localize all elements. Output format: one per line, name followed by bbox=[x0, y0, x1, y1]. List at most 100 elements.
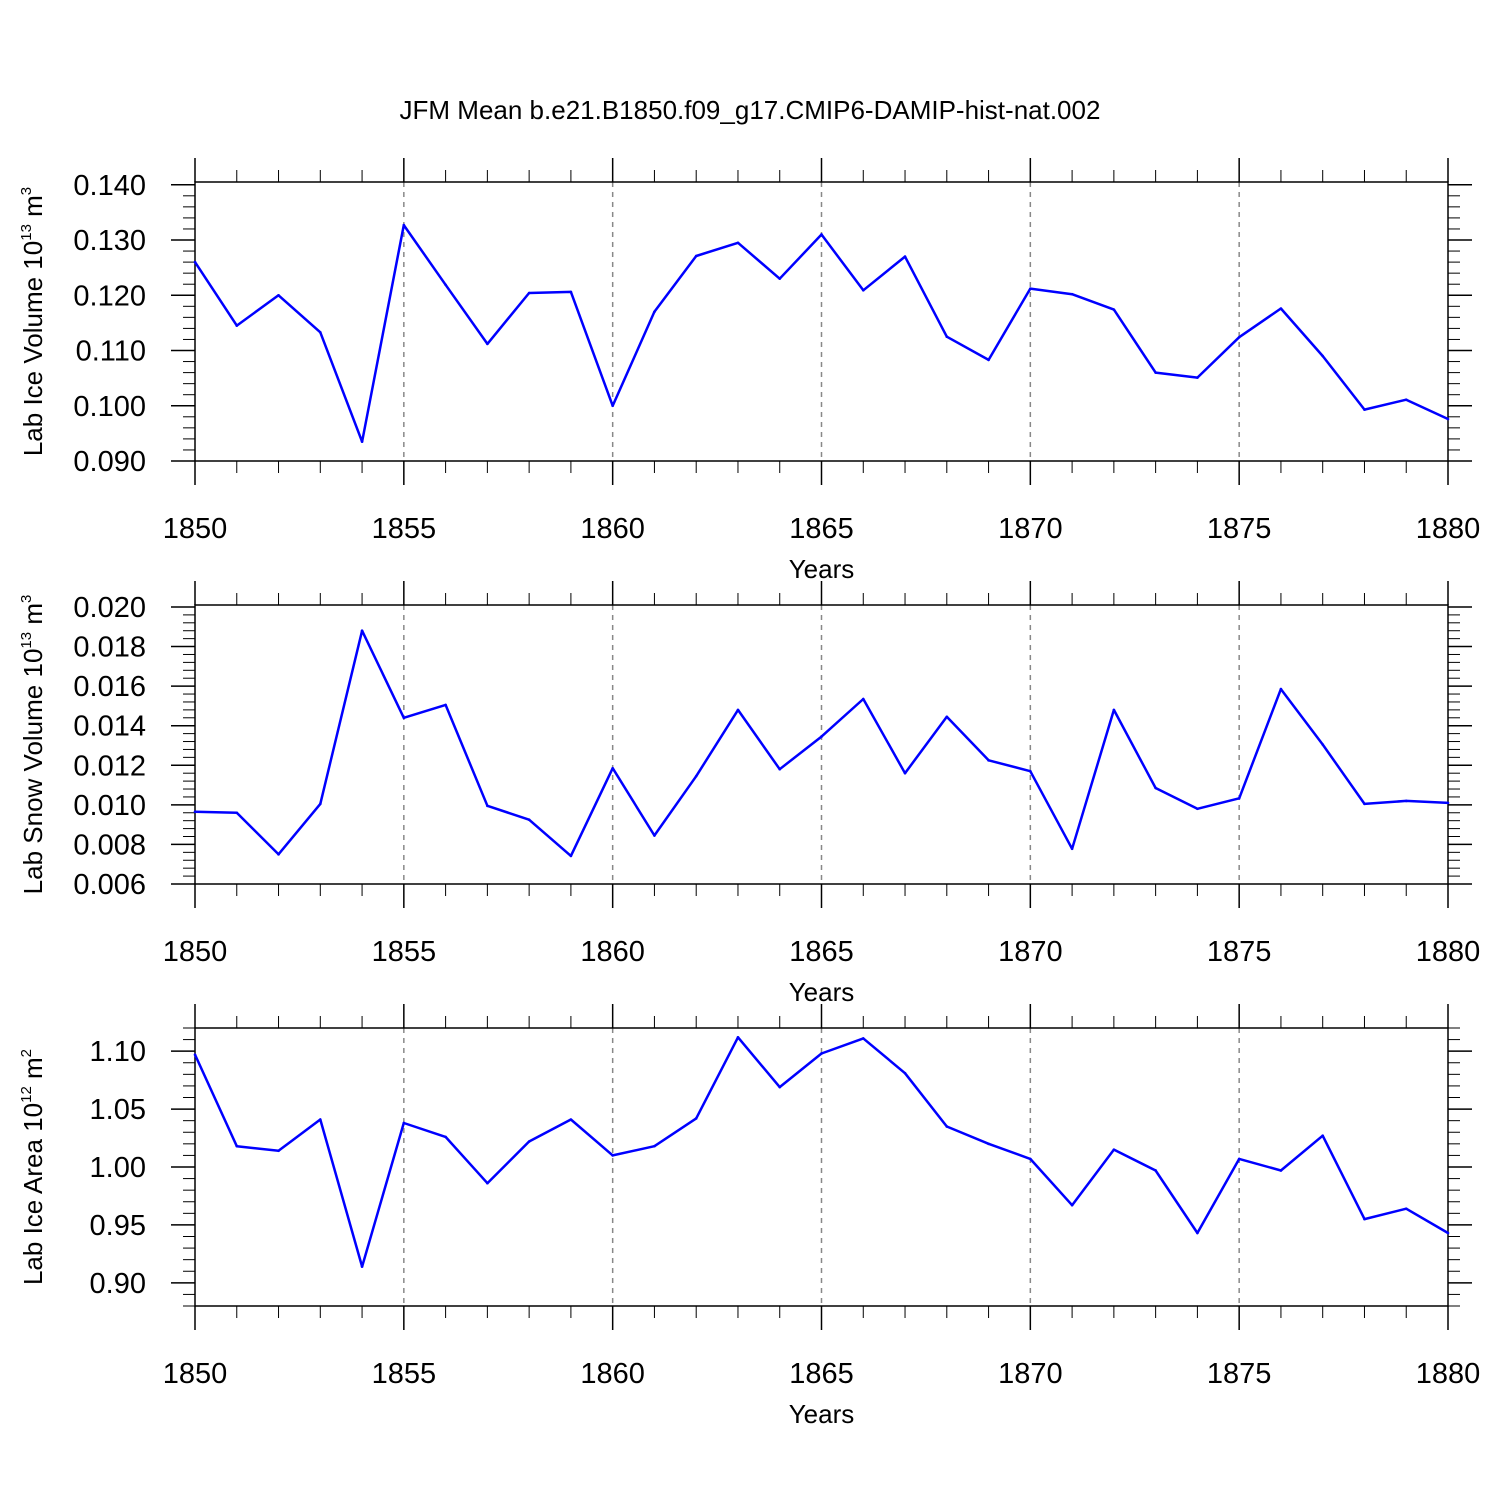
data-point bbox=[861, 288, 865, 292]
data-point bbox=[360, 440, 364, 443]
y-tick-label: 0.090 bbox=[73, 446, 146, 478]
y-axis-title-unit-exponent: 2 bbox=[18, 1049, 35, 1057]
data-point bbox=[1154, 1169, 1157, 1172]
data-point bbox=[569, 1118, 573, 1121]
y-axis-title-unit-exponent: 3 bbox=[18, 595, 35, 603]
y-axis-title: Lab Ice Volume 1013 m3 bbox=[18, 187, 48, 456]
data-point bbox=[1279, 687, 1283, 691]
x-tick-label: 1870 bbox=[998, 1358, 1063, 1390]
x-tick-label: 1860 bbox=[580, 936, 645, 968]
y-tick-label: 0.012 bbox=[73, 750, 146, 782]
y-tick-label: 0.006 bbox=[73, 869, 146, 901]
data-point bbox=[694, 1117, 698, 1120]
x-tick-label: 1875 bbox=[1207, 1358, 1272, 1390]
x-tick-label: 1880 bbox=[1416, 513, 1481, 545]
data-point bbox=[1237, 1157, 1241, 1161]
data-point bbox=[1363, 408, 1366, 411]
data-point bbox=[1154, 786, 1157, 790]
data-point bbox=[1279, 307, 1283, 310]
data-point bbox=[1112, 1148, 1116, 1151]
x-tick-label: 1850 bbox=[163, 936, 228, 968]
data-point bbox=[360, 629, 364, 633]
chart-panel-3: 1850 1855 1860 1865 1870 1875 1880 Years 0.90 0.9… bbox=[18, 1004, 1480, 1429]
data-point bbox=[193, 1053, 197, 1056]
data-point bbox=[1196, 1231, 1199, 1235]
data-point bbox=[444, 283, 447, 287]
y-axis-title-exponent: 12 bbox=[18, 1086, 35, 1103]
y-tick-label: 1.00 bbox=[90, 1152, 146, 1184]
data-point bbox=[1321, 354, 1324, 358]
data-point bbox=[277, 1149, 280, 1153]
data-point bbox=[277, 853, 280, 856]
y-axis-title-text: Lab Ice Volume 10 bbox=[18, 241, 48, 456]
data-point bbox=[402, 716, 406, 720]
x-tick-label: 1865 bbox=[789, 1358, 854, 1390]
chart-panel-2: 1850 1855 1860 1865 1870 1875 1880 Years 0.006 0.… bbox=[18, 581, 1480, 1007]
y-tick-label: 0.120 bbox=[73, 280, 146, 312]
data-point bbox=[653, 1144, 656, 1148]
y-tick-label: 0.100 bbox=[73, 391, 146, 423]
data-point bbox=[1237, 797, 1241, 800]
figure-title: JFM Mean b.e21.B1850.f09_g17.CMIP6-DAMIP… bbox=[400, 95, 1101, 125]
data-point bbox=[1363, 1217, 1366, 1221]
data-point bbox=[569, 854, 573, 858]
data-point bbox=[1029, 287, 1032, 290]
data-point bbox=[945, 1125, 949, 1128]
x-tick-label: 1865 bbox=[789, 936, 854, 968]
x-tick-label: 1875 bbox=[1207, 936, 1272, 968]
data-point bbox=[1237, 335, 1241, 339]
x-tick-label: 1850 bbox=[163, 513, 228, 545]
x-tick-label: 1880 bbox=[1416, 1358, 1481, 1390]
data-point bbox=[1196, 376, 1199, 379]
y-tick-label: 0.110 bbox=[76, 336, 146, 368]
data-point bbox=[193, 260, 197, 264]
data-point bbox=[1446, 801, 1450, 805]
y-axis-title-exponent: 13 bbox=[18, 224, 35, 241]
data-point bbox=[1404, 1207, 1408, 1210]
x-tick-label: 1870 bbox=[998, 513, 1063, 545]
data-point bbox=[1404, 799, 1408, 803]
y-axis-title: Lab Snow Volume 1013 m3 bbox=[18, 595, 48, 895]
x-tick-label: 1855 bbox=[372, 1358, 437, 1390]
data-point bbox=[820, 735, 823, 738]
data-point bbox=[235, 324, 239, 327]
y-tick-label: 0.010 bbox=[73, 790, 146, 822]
data-point bbox=[820, 1052, 823, 1055]
data-point bbox=[1070, 1203, 1074, 1207]
y-tick-label: 0.95 bbox=[90, 1210, 146, 1242]
y-axis-title-text: Lab Ice Area 10 bbox=[18, 1103, 48, 1285]
y-axis-title-text: Lab Snow Volume 10 bbox=[18, 649, 48, 895]
data-point bbox=[235, 1144, 239, 1148]
data-point bbox=[778, 767, 782, 771]
data-point bbox=[736, 708, 740, 712]
y-tick-label: 0.016 bbox=[73, 671, 146, 703]
data-point bbox=[193, 810, 197, 814]
data-point bbox=[486, 1181, 489, 1185]
data-point bbox=[1196, 807, 1199, 811]
y-axis-title-unit: m bbox=[18, 603, 48, 632]
data-point bbox=[1112, 708, 1116, 712]
x-tick-label: 1855 bbox=[372, 936, 437, 968]
data-point bbox=[778, 1085, 782, 1089]
data-point bbox=[569, 290, 573, 294]
y-tick-label: 0.008 bbox=[73, 829, 146, 861]
data-point bbox=[402, 223, 406, 227]
series-line bbox=[194, 629, 1449, 858]
data-point bbox=[527, 818, 531, 821]
y-tick-label: 0.90 bbox=[90, 1268, 146, 1300]
y-tick-label: 1.10 bbox=[90, 1036, 146, 1068]
data-point bbox=[903, 771, 907, 775]
data-point bbox=[1363, 802, 1366, 806]
data-point bbox=[1154, 371, 1157, 374]
y-axis-title-exponent: 13 bbox=[18, 632, 35, 649]
data-point bbox=[653, 310, 656, 314]
y-tick-label: 0.130 bbox=[73, 225, 146, 257]
data-point bbox=[1321, 1134, 1324, 1138]
x-tick-label: 1860 bbox=[580, 1358, 645, 1390]
y-axis-title-unit-exponent: 3 bbox=[18, 187, 35, 195]
data-point bbox=[987, 1142, 990, 1146]
x-tick-label: 1880 bbox=[1416, 936, 1481, 968]
y-tick-label: 0.014 bbox=[73, 711, 146, 743]
data-point bbox=[486, 342, 489, 346]
